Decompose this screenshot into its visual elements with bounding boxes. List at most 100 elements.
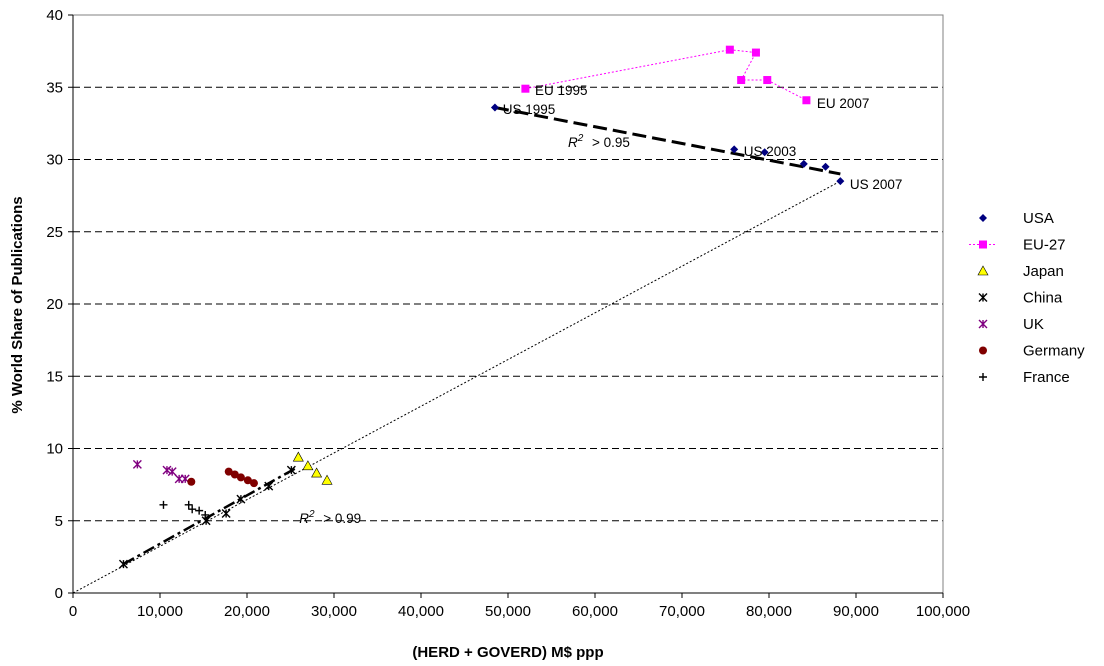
series-germany <box>187 467 258 488</box>
legend-label: China <box>1023 290 1063 307</box>
data-point <box>737 76 746 85</box>
x-tick-label: 0 <box>69 603 77 620</box>
data-point <box>187 477 196 486</box>
data-point <box>979 214 987 222</box>
data-point <box>763 76 772 85</box>
data-series <box>118 45 845 569</box>
data-point <box>292 451 304 462</box>
series-usa <box>490 103 845 186</box>
data-point <box>302 460 314 471</box>
x-tick-label: 30,000 <box>311 603 357 620</box>
data-point <box>751 48 760 57</box>
point-annotation: US 2003 <box>744 144 797 159</box>
data-point <box>118 559 128 569</box>
x-tick-label: 10,000 <box>137 603 183 620</box>
r-squared-value: > 0.95 <box>592 135 630 150</box>
data-point <box>836 177 845 186</box>
legend-item-uk: UK <box>978 316 1044 333</box>
x-tick-label: 90,000 <box>833 603 879 620</box>
grid-lines <box>73 86 943 522</box>
y-tick-label: 5 <box>55 513 63 530</box>
x-tick-label: 80,000 <box>746 603 792 620</box>
point-annotation: EU 2007 <box>817 96 870 111</box>
data-point <box>159 500 168 509</box>
legend-item-japan: Japan <box>977 263 1064 280</box>
axes <box>68 14 944 598</box>
data-point <box>802 96 811 105</box>
r-squared-label: R2 <box>568 133 584 150</box>
data-point <box>249 479 258 488</box>
data-point <box>195 506 204 515</box>
y-tick-label: 15 <box>46 368 63 385</box>
trendline <box>122 467 296 566</box>
data-point <box>979 373 987 381</box>
y-axis-title: % World Share of Publications <box>9 196 26 413</box>
data-point <box>243 476 252 485</box>
data-point <box>311 467 323 478</box>
y-tick-label: 40 <box>46 7 63 24</box>
legend-label: Germany <box>1023 343 1085 360</box>
annotations: EU 1995 US 1995 US 2003 EU 2007 US 2007 R2 > 0… <box>299 83 902 526</box>
data-point <box>201 510 210 519</box>
legend-item-france: France <box>979 369 1070 386</box>
data-point <box>132 459 142 469</box>
data-point <box>978 293 988 302</box>
data-point <box>979 346 987 355</box>
data-point <box>979 240 987 249</box>
r-squared-label: R2 <box>299 509 315 526</box>
data-point <box>236 473 245 482</box>
legend-item-eu-27: EU-27 <box>969 237 1066 254</box>
y-tick-label: 0 <box>55 585 63 602</box>
data-point <box>978 319 988 329</box>
legend-item-germany: Germany <box>979 343 1085 360</box>
y-tick-label: 10 <box>46 441 63 458</box>
point-annotation: US 1995 <box>503 102 556 117</box>
legend-label: France <box>1023 369 1070 386</box>
series-japan <box>292 451 333 485</box>
data-point <box>977 265 989 276</box>
r-squared-value: > 0.99 <box>323 511 361 526</box>
x-axis-title: (HERD + GOVERD) M$ ppp <box>412 644 603 661</box>
data-point <box>490 103 499 112</box>
y-tick-label: 30 <box>46 152 63 169</box>
data-point <box>821 162 830 171</box>
legend-label: Japan <box>1023 263 1064 280</box>
series-china <box>118 465 296 569</box>
x-tick-label: 20,000 <box>224 603 270 620</box>
trendline <box>72 180 841 594</box>
point-annotation: EU 1995 <box>535 83 588 98</box>
trendline <box>494 106 841 176</box>
y-tick-label: 25 <box>46 224 63 241</box>
y-tick-label: 20 <box>46 296 63 313</box>
x-tick-label: 40,000 <box>398 603 444 620</box>
legend-label: EU-27 <box>1023 237 1066 254</box>
data-point <box>162 465 172 475</box>
legend-label: UK <box>1023 316 1044 333</box>
data-point <box>286 465 296 475</box>
y-tick-labels: 0 5 10 15 20 25 30 35 40 <box>46 7 63 602</box>
trendlines <box>72 106 841 594</box>
y-tick-label: 35 <box>46 79 63 96</box>
series-france <box>159 500 210 519</box>
data-point <box>201 516 211 526</box>
data-point <box>730 145 739 154</box>
point-annotation: US 2007 <box>850 177 903 192</box>
data-point <box>236 494 246 504</box>
series-eu-27 <box>521 45 811 105</box>
data-point <box>725 45 734 54</box>
data-point <box>321 474 333 485</box>
legend-item-usa: USA <box>979 210 1054 227</box>
x-tick-labels: 0 10,000 20,000 30,000 40,000 50,000 60,000 70,… <box>69 603 970 620</box>
data-point <box>224 467 233 476</box>
data-point <box>167 467 177 477</box>
data-point <box>230 470 239 479</box>
data-point <box>188 505 197 514</box>
x-tick-label: 60,000 <box>572 603 618 620</box>
x-tick-label: 50,000 <box>485 603 531 620</box>
legend-item-china: China <box>978 290 1063 307</box>
data-point <box>221 509 231 519</box>
x-tick-label: 70,000 <box>659 603 705 620</box>
legend-label: USA <box>1023 210 1054 227</box>
data-point <box>521 84 530 93</box>
